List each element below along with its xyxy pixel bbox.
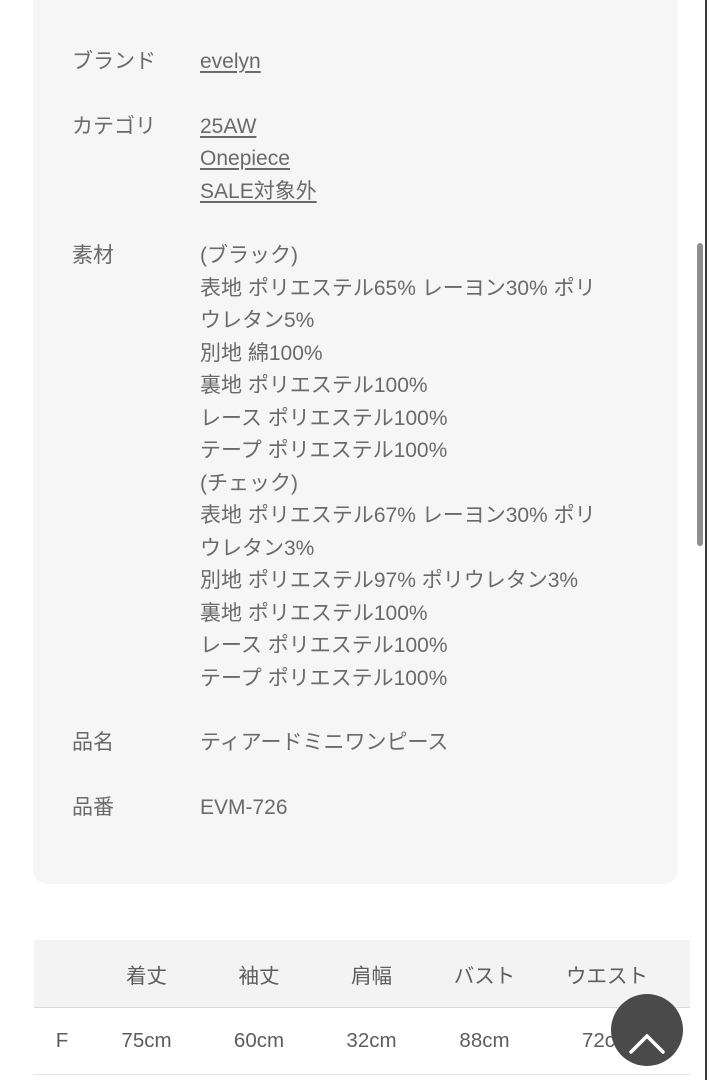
category-link-onepiece[interactable]: Onepiece <box>200 147 290 170</box>
size-table: 着丈 袖丈 肩幅 バスト ウエスト F 75cm 60cm 32cm 88cm … <box>34 940 690 1075</box>
material-line: レース ポリエステル100% <box>200 634 448 657</box>
measurement-cell: 32cm <box>346 1029 397 1052</box>
material-line: レース ポリエステル100% <box>200 406 448 430</box>
measurement-cell: 88cm <box>459 1029 510 1052</box>
material-line: 表地 ポリエステル67% レーヨン30% ポリ <box>200 504 596 527</box>
size-table-header-row: 着丈 袖丈 肩幅 バスト ウエスト <box>34 940 690 1008</box>
detail-row-product-number: 品番 EVM-726 <box>72 792 654 825</box>
detail-value: evelyn <box>200 46 654 79</box>
material-line: 別地 綿100% <box>200 341 323 365</box>
detail-label: 素材 <box>72 244 114 267</box>
material-line: 裏地 ポリエステル100% <box>200 601 428 625</box>
size-table-header-cell: 袖丈 <box>238 964 280 988</box>
detail-value: 25AW Onepiece SALE対象外 <box>200 111 654 209</box>
detail-label: ブランド <box>72 50 156 73</box>
detail-value: (ブラック) 表地 ポリエステル65% レーヨン30% ポリ ウレタン5% 別地… <box>200 240 654 695</box>
detail-label: カテゴリ <box>72 114 156 138</box>
scrollbar-thumb[interactable] <box>697 243 703 546</box>
category-link-sale-excluded[interactable]: SALE対象外 <box>200 179 317 203</box>
measurement-cell: 60cm <box>233 1029 285 1052</box>
material-line: テープ ポリエステル100% <box>200 666 448 690</box>
material-line: (チェック) <box>200 471 298 495</box>
material-line: (ブラック) <box>200 244 298 267</box>
window-edge <box>705 0 707 1080</box>
material-line: ウレタン3% <box>200 536 315 560</box>
category-link-25aw[interactable]: 25AW <box>200 114 257 138</box>
table-row: F 75cm 60cm 32cm 88cm 72cm <box>34 1008 690 1075</box>
scroll-to-top-button[interactable] <box>611 994 683 1066</box>
detail-row-category: カテゴリ 25AW Onepiece SALE対象外 <box>72 111 654 209</box>
brand-link[interactable]: evelyn <box>200 50 261 73</box>
size-table-header-cell: 肩幅 <box>351 964 392 988</box>
product-name-value: ティアードミニワンピース <box>200 731 449 754</box>
detail-label: 品番 <box>72 795 114 819</box>
detail-row-product-name: 品名 ティアードミニワンピース <box>72 727 654 760</box>
size-table-header-cell: バスト <box>453 964 516 988</box>
material-line: 別地 ポリエステル97% ポリウレタン3% <box>200 569 579 592</box>
detail-row-material: 素材 (ブラック) 表地 ポリエステル65% レーヨン30% ポリ ウレタン5%… <box>72 240 654 695</box>
material-line: 表地 ポリエステル65% レーヨン30% ポリ <box>200 276 596 300</box>
material-line: テープ ポリエステル100% <box>200 439 448 462</box>
size-cell: F <box>55 1029 69 1052</box>
material-line: 裏地 ポリエステル100% <box>200 374 428 397</box>
product-details-card: ブランド evelyn カテゴリ 25AW Onepiece SALE対象外 素… <box>33 0 678 884</box>
detail-row-brand: ブランド evelyn <box>72 46 654 79</box>
chevron-up-icon <box>611 1034 683 1054</box>
size-table-header-cell: ウエスト <box>566 964 648 988</box>
detail-label: 品名 <box>72 731 114 754</box>
size-table-header-cell: 着丈 <box>126 964 167 988</box>
product-number-value: EVM-726 <box>200 795 288 819</box>
material-line: ウレタン5% <box>200 309 315 332</box>
measurement-cell: 75cm <box>121 1029 172 1052</box>
